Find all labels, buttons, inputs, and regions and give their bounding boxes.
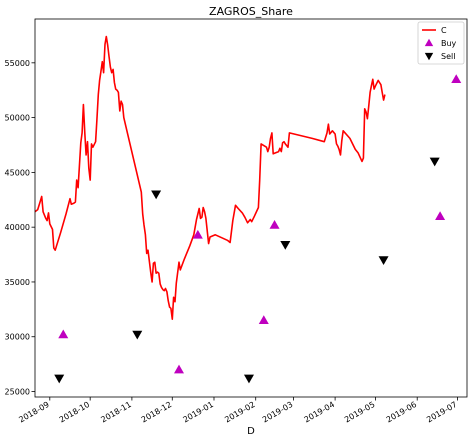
chart-title: ZAGROS_Share bbox=[209, 5, 293, 18]
sell-marker bbox=[151, 190, 162, 200]
buy-marker bbox=[258, 315, 269, 325]
sell-marker bbox=[243, 374, 254, 384]
y-axis: 25000 30000 35000 40000 45000 50000 55000 bbox=[5, 59, 35, 397]
sell-marker bbox=[280, 240, 291, 250]
y-tick-label: 45000 bbox=[5, 168, 30, 177]
buy-marker bbox=[174, 364, 184, 374]
buy-marker bbox=[451, 74, 462, 84]
legend-swatch-marker bbox=[424, 52, 434, 61]
buy-marker bbox=[269, 219, 280, 229]
y-tick-label: 50000 bbox=[5, 114, 30, 123]
sell-marker bbox=[429, 157, 440, 167]
x-axis-label: D bbox=[247, 426, 255, 437]
sell-marker bbox=[378, 256, 389, 266]
sell-marker bbox=[54, 374, 65, 384]
legend-swatch-marker bbox=[424, 38, 434, 47]
y-tick-label: 30000 bbox=[5, 333, 30, 342]
y-tick-label: 40000 bbox=[5, 223, 30, 232]
plot-frame bbox=[34, 18, 468, 398]
y-tick-label: 55000 bbox=[5, 59, 30, 68]
buy-marker bbox=[192, 229, 203, 239]
legend-label: C bbox=[441, 26, 447, 35]
legend-label: Buy bbox=[441, 39, 457, 48]
chart-legend: C Buy Sell bbox=[417, 21, 465, 65]
y-tick-label: 25000 bbox=[5, 388, 30, 397]
buy-marker bbox=[435, 211, 446, 220]
buy-marker bbox=[58, 329, 69, 339]
legend-label: Sell bbox=[441, 52, 455, 61]
series-line-C bbox=[35, 35, 386, 320]
y-tick-label: 35000 bbox=[5, 278, 30, 287]
sell-marker bbox=[132, 330, 143, 340]
